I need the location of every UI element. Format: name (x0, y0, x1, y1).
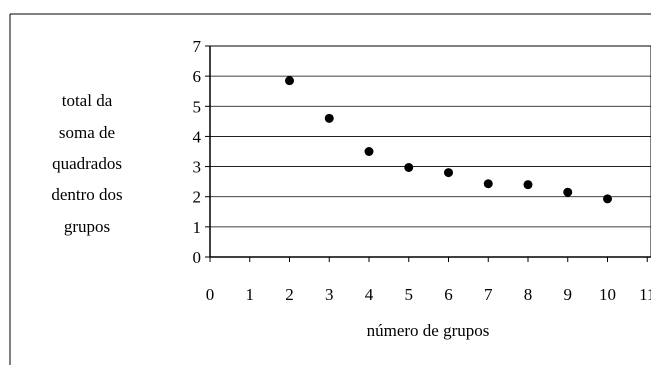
x-tick-label-6: 6 (444, 285, 453, 304)
y-tick-label-4: 4 (193, 127, 202, 146)
y-ticks: 0 1 2 3 4 5 6 7 (193, 37, 210, 267)
y-tick-label-5: 5 (193, 97, 202, 116)
ylabel-line-2: soma de (59, 123, 115, 142)
data-points (285, 76, 612, 204)
x-tick-label-11: 11 (639, 285, 651, 304)
x-tick-label-7: 7 (484, 285, 493, 304)
x-tick-label-3: 3 (325, 285, 334, 304)
ylabel-line-4: dentro dos (51, 185, 122, 204)
x-tick-label-9: 9 (564, 285, 573, 304)
data-point (523, 180, 533, 190)
y-tick-label-1: 1 (193, 218, 202, 237)
x-tick-label-4: 4 (365, 285, 374, 304)
y-tick-label-3: 3 (193, 158, 202, 177)
x-tick-label-8: 8 (524, 285, 533, 304)
x-tick-label-1: 1 (246, 285, 255, 304)
data-point (563, 187, 573, 197)
x-tick-label-10: 10 (599, 285, 616, 304)
ylabel-line-3: quadrados (52, 154, 122, 173)
y-tick-label-6: 6 (193, 67, 202, 86)
data-point (603, 194, 612, 204)
x-axis-label: número de grupos (367, 321, 490, 340)
data-point (444, 168, 453, 178)
x-tick-label-0: 0 (206, 285, 215, 304)
y-tick-label-0: 0 (193, 248, 202, 267)
y-tick-label-7: 7 (193, 37, 202, 56)
data-point (285, 76, 294, 86)
data-point (404, 162, 414, 172)
ylabel-line-5: grupos (64, 217, 110, 236)
data-point (364, 147, 374, 156)
y-tick-label-2: 2 (193, 188, 202, 207)
ylabel-line-1: total da (62, 91, 113, 110)
plot-area-frame (209, 45, 651, 258)
data-point (483, 179, 493, 189)
x-ticks: 0 1 2 3 4 5 6 7 8 9 10 11 (206, 257, 651, 304)
x-tick-label-2: 2 (285, 285, 294, 304)
grid-layer (210, 75, 651, 228)
data-point (324, 113, 334, 123)
x-tick-label-5: 5 (405, 285, 414, 304)
